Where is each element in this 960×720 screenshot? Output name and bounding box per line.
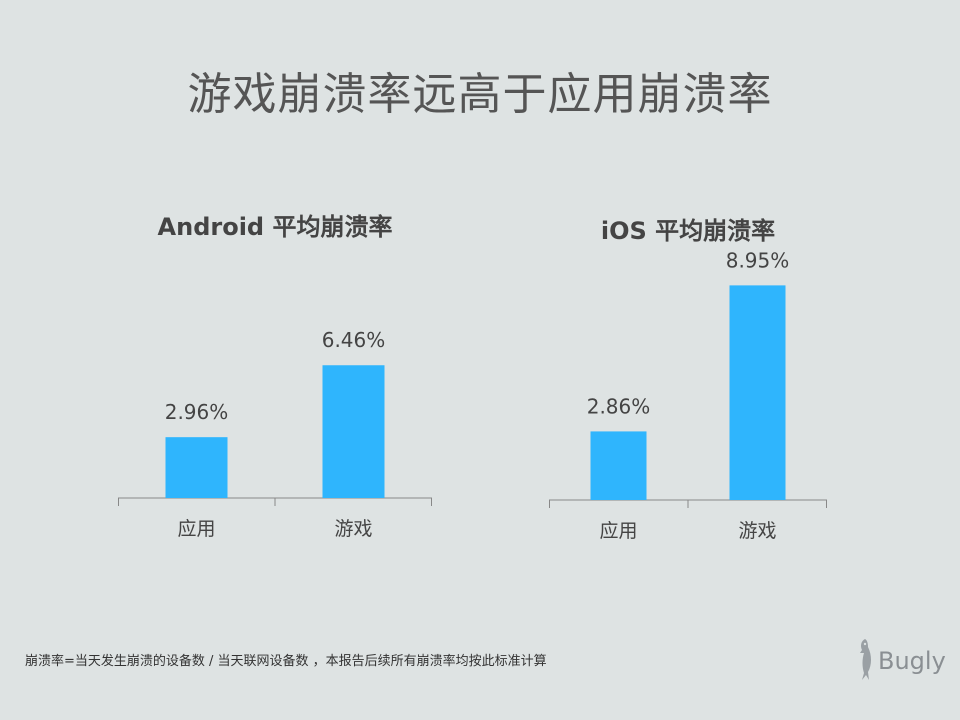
- ios-bar-1: [729, 285, 786, 500]
- ios-chart-title: iOS 平均崩溃率: [600, 217, 776, 245]
- android-chart-plot: 2.96% 应用 6.46% 游戏: [118, 328, 432, 540]
- brand-name: Bugly: [878, 647, 946, 675]
- ios-chart: iOS 平均崩溃率 2.86% 应用 8.95% 游戏: [549, 205, 827, 545]
- footnote: 崩溃率=当天发生崩溃的设备数 / 当天联网设备数 ，本报告后续所有崩溃率均按此标…: [25, 654, 547, 669]
- android-chart-title: Android 平均崩溃率: [157, 213, 393, 241]
- android-chart: Android 平均崩溃率 2.96% 应用 6.46% 游戏: [118, 205, 432, 545]
- ios-category-label-0: 应用: [599, 520, 637, 542]
- brand-logo: Bugly: [856, 637, 946, 681]
- ios-category-label-1: 游戏: [738, 520, 776, 542]
- android-data-label-1: 6.46%: [322, 328, 386, 352]
- android-bar-0: [165, 437, 228, 498]
- ios-data-label-0: 2.86%: [587, 394, 651, 418]
- android-category-label-0: 应用: [177, 518, 215, 540]
- ios-chart-plot: 2.86% 应用 8.95% 游戏: [549, 248, 827, 542]
- android-category-label-1: 游戏: [334, 518, 372, 540]
- android-data-label-0: 2.96%: [165, 400, 229, 424]
- page-title: 游戏崩溃率远高于应用崩溃率: [187, 69, 773, 120]
- ios-data-label-1: 8.95%: [726, 248, 790, 272]
- ios-bar-0: [590, 431, 647, 500]
- android-bar-1: [322, 365, 385, 498]
- bird-icon: [860, 639, 871, 680]
